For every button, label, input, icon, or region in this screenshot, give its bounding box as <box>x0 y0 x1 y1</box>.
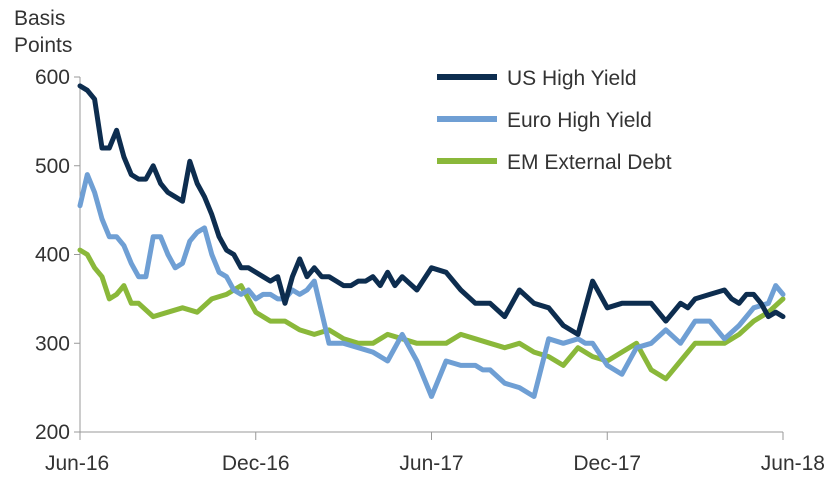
series-group <box>77 83 786 399</box>
y-axis-label-line-2: Points <box>14 34 72 57</box>
x-tick-label: Dec-17 <box>573 452 641 475</box>
x-tick-label: Jun-17 <box>399 452 463 475</box>
y-axis-label-line-1: Basis <box>14 7 65 30</box>
x-tick-label: Dec-16 <box>222 452 290 475</box>
legend-label: US High Yield <box>507 67 637 90</box>
legend: US High Yield Euro High Yield EM External … <box>437 67 672 174</box>
plot-area: 200 300 400 500 600 Jun-16 Dec-16 Jun-17 Dec-17… <box>35 66 825 475</box>
y-tick-label: 300 <box>35 332 70 355</box>
legend-label: EM External Debt <box>507 151 672 174</box>
y-tick-label: 400 <box>35 244 70 267</box>
x-tick-label: Jun-18 <box>761 452 825 475</box>
x-ticks: Jun-16 Dec-16 Jun-17 Dec-17 Jun-18 <box>45 432 825 475</box>
series-line-euro-high-yield <box>77 172 786 399</box>
y-tick-label: 600 <box>35 66 70 89</box>
y-tick-label: 500 <box>35 155 70 178</box>
series-line-us-high-yield <box>77 83 786 337</box>
y-tick-label: 200 <box>35 421 70 444</box>
x-tick-label: Jun-16 <box>45 452 109 475</box>
y-ticks: 200 300 400 500 600 <box>35 66 80 444</box>
legend-label: Euro High Yield <box>507 109 652 132</box>
